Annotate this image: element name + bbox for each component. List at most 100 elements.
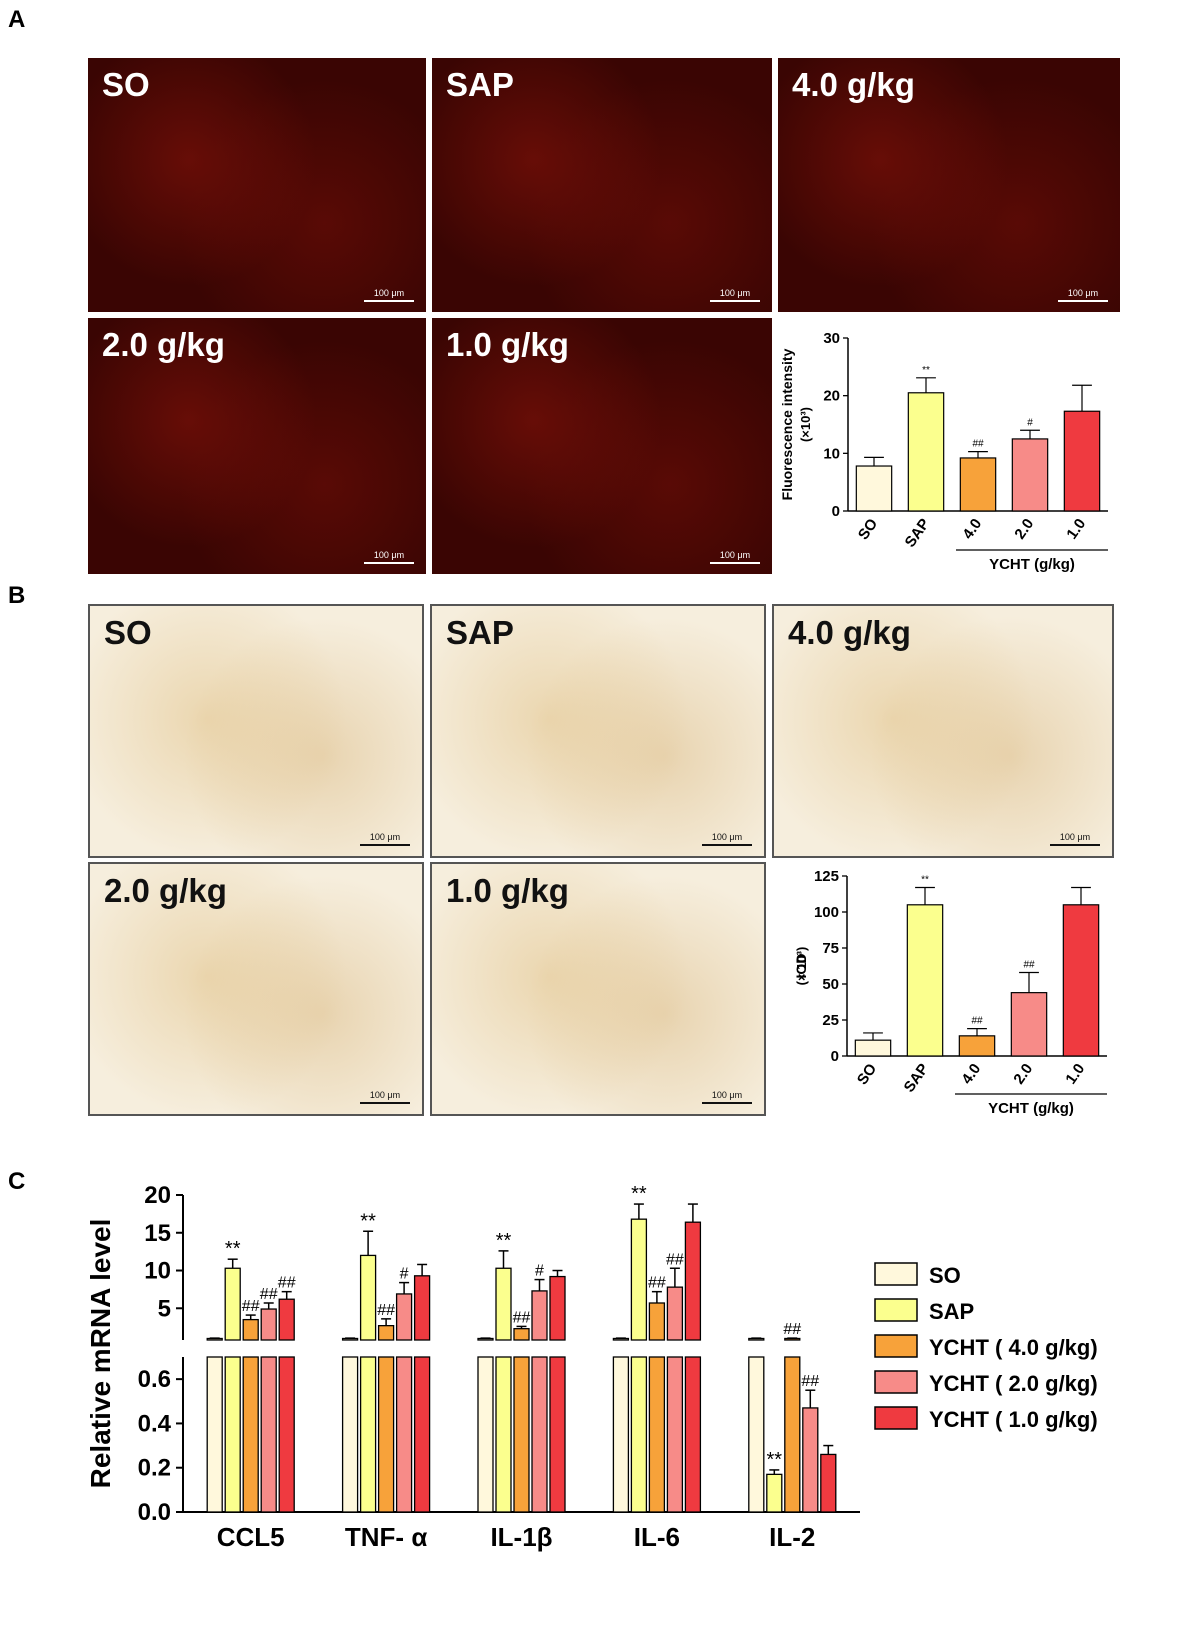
y-tick-label: 0.4 xyxy=(138,1410,172,1437)
bar-lower xyxy=(260,1356,277,1513)
legend-label: YCHT ( 1.0 g/kg) xyxy=(929,1407,1098,1432)
y-tick-label: 20 xyxy=(144,1182,171,1209)
micrograph-label: 2.0 g/kg xyxy=(104,872,227,909)
bar-lower xyxy=(359,1356,377,1513)
x-tick-label: 2.0 xyxy=(1010,1061,1036,1088)
micrograph-b-4g: 4.0 g/kg 100 μm xyxy=(772,604,1114,858)
micrograph-label: 4.0 g/kg xyxy=(792,66,915,103)
micrograph-label: SAP xyxy=(446,66,514,103)
significance-label: # xyxy=(1027,417,1033,428)
panel-label-c: C xyxy=(8,1168,26,1195)
chart-iod: 0 25 50 75 100 125 SO ** SAP ## 4.0 ## 2.0 1.0 YCHT (g… xyxy=(793,868,1107,1117)
panel-label-b: B xyxy=(8,582,26,609)
x-tick-label: 4.0 xyxy=(959,516,985,543)
significance-label: ## xyxy=(377,1302,395,1319)
significance-label: ** xyxy=(767,1449,783,1471)
bar-upper xyxy=(395,1293,413,1341)
bar-lower xyxy=(531,1356,548,1513)
scale-bar: 100 μm xyxy=(710,550,760,566)
bar-lower xyxy=(395,1356,413,1513)
micrograph-a-so: SO 100 μm xyxy=(88,58,426,312)
legend-label: YCHT ( 2.0 g/kg) xyxy=(929,1371,1098,1396)
significance-label: ## xyxy=(648,1275,666,1292)
x-tick-label: SO xyxy=(855,515,882,543)
significance-label: ** xyxy=(496,1230,512,1252)
x-tick-label: CCL5 xyxy=(217,1522,285,1552)
bar xyxy=(1062,904,1100,1057)
y-tick-label: 100 xyxy=(814,904,839,921)
y-tick-label: 15 xyxy=(144,1220,171,1247)
x-tick-label: IL-2 xyxy=(769,1522,815,1552)
bar xyxy=(906,904,944,1057)
scale-bar: 100 μm xyxy=(360,1090,410,1106)
legend-label: YCHT ( 4.0 g/kg) xyxy=(929,1335,1098,1360)
bar-upper xyxy=(206,1337,223,1341)
bar-lower xyxy=(612,1356,630,1513)
x-tick-label: SO xyxy=(854,1060,881,1088)
significance-label: ** xyxy=(225,1238,241,1260)
bar-upper xyxy=(784,1337,801,1341)
y-tick-label: 0 xyxy=(832,503,840,520)
y-tick-label: 0 xyxy=(831,1048,839,1065)
panel-label-a: A xyxy=(8,6,26,33)
y-tick-label: 0.2 xyxy=(138,1455,171,1482)
scale-bar: 100 μm xyxy=(710,288,760,304)
bar-lower xyxy=(377,1356,395,1513)
bar xyxy=(1011,438,1049,512)
y-axis-unit: (× 10³) xyxy=(794,947,809,986)
bar-upper xyxy=(648,1302,666,1341)
significance-label: ## xyxy=(971,1016,983,1027)
bar-upper xyxy=(531,1290,548,1341)
bar-upper xyxy=(666,1286,684,1341)
bar-upper xyxy=(260,1308,277,1341)
significance-label: ** xyxy=(360,1210,376,1232)
micrograph-label: SO xyxy=(102,66,150,103)
y-tick-label: 25 xyxy=(822,1012,839,1029)
bar-upper xyxy=(341,1337,359,1341)
y-tick-label: 125 xyxy=(814,868,839,885)
chart-fluorescence-intensity: 0 10 20 30 SO ** SAP ## 4.0 #2.0 1.0 YCHT (g/kg) Flu… xyxy=(779,330,1108,573)
micrograph-label: 1.0 g/kg xyxy=(446,872,569,909)
significance-label: ## xyxy=(513,1309,531,1326)
bar-upper xyxy=(359,1254,377,1341)
bar xyxy=(854,1039,892,1057)
legend-label: SAP xyxy=(929,1299,974,1324)
significance-label: ## xyxy=(278,1275,296,1292)
micrograph-b-sap: SAP 100 μm xyxy=(430,604,766,858)
bar-upper xyxy=(224,1267,241,1341)
bar-lower xyxy=(413,1356,431,1513)
bar-lower xyxy=(242,1356,259,1513)
y-axis-unit: (×10³) xyxy=(798,407,813,442)
bar-lower xyxy=(341,1356,359,1513)
micrograph-b-so: SO 100 μm xyxy=(88,604,424,858)
bar-upper xyxy=(748,1337,765,1341)
bar-upper xyxy=(684,1221,702,1341)
bar-upper xyxy=(495,1267,512,1341)
y-tick-label: 20 xyxy=(823,388,840,405)
micrograph-label: 1.0 g/kg xyxy=(446,326,569,363)
significance-label: ## xyxy=(666,1251,684,1268)
x-tick-label: SAP xyxy=(901,1061,933,1096)
bar-lower xyxy=(224,1356,241,1513)
scale-bar: 100 μm xyxy=(364,550,414,566)
y-tick-label: 75 xyxy=(822,940,839,957)
bar xyxy=(1063,410,1101,512)
group-label: YCHT (g/kg) xyxy=(989,556,1075,573)
micrograph-b-1g: 1.0 g/kg 100 μm xyxy=(430,862,766,1116)
y-tick-label: 0.6 xyxy=(138,1366,171,1393)
scale-bar: 100 μm xyxy=(702,832,752,848)
y-tick-label: 0.0 xyxy=(138,1499,171,1526)
x-tick-label: 1.0 xyxy=(1063,516,1089,543)
significance-label: # xyxy=(535,1263,544,1280)
group-label: YCHT (g/kg) xyxy=(988,1100,1074,1117)
significance-label: ## xyxy=(972,439,984,450)
bar-lower xyxy=(278,1356,295,1513)
y-tick-label: 30 xyxy=(823,330,840,347)
legend-swatch xyxy=(874,1406,918,1430)
bar xyxy=(820,1453,837,1513)
chart-relative-mrna: 5 10 15 20 0.0 0.2 0.4 0.6 Relative mRNA level CC… xyxy=(85,1182,1098,1552)
bar-upper xyxy=(413,1275,431,1341)
bar-lower xyxy=(495,1356,512,1513)
bar xyxy=(855,465,893,512)
x-tick-label: SAP xyxy=(902,516,934,551)
